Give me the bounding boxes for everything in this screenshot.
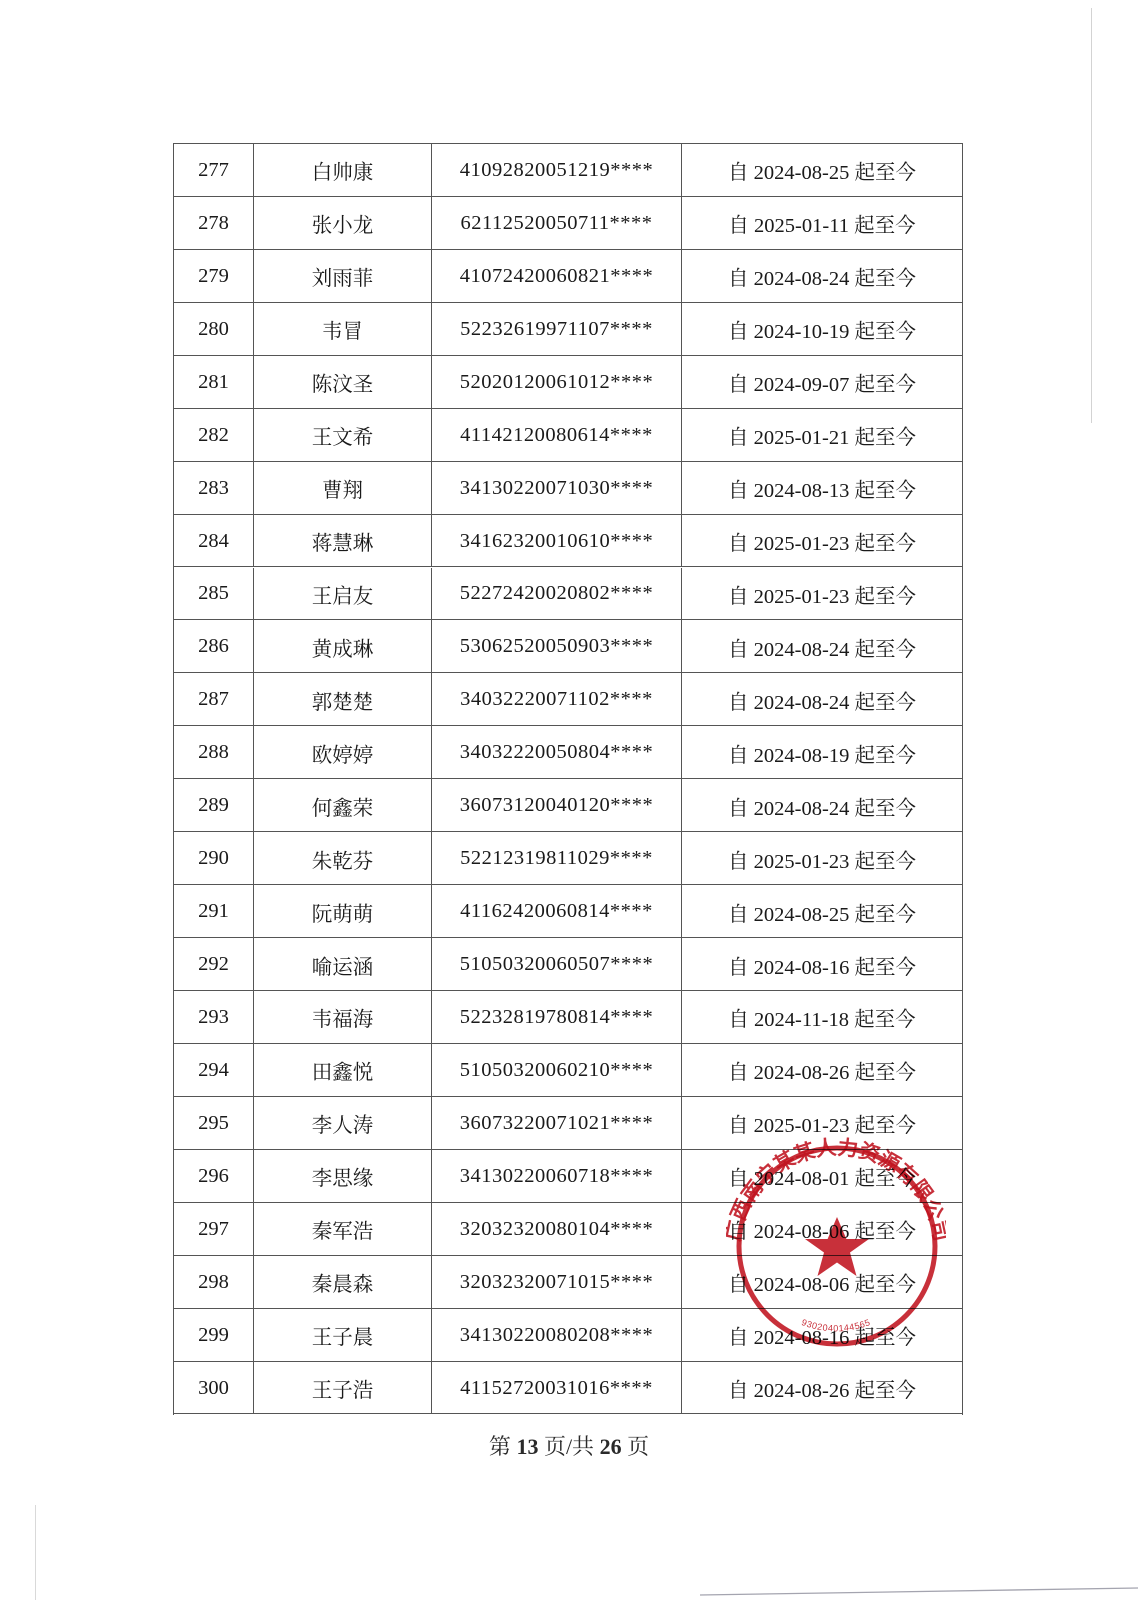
svg-text:9302040144565: 9302040144565: [800, 1317, 871, 1333]
